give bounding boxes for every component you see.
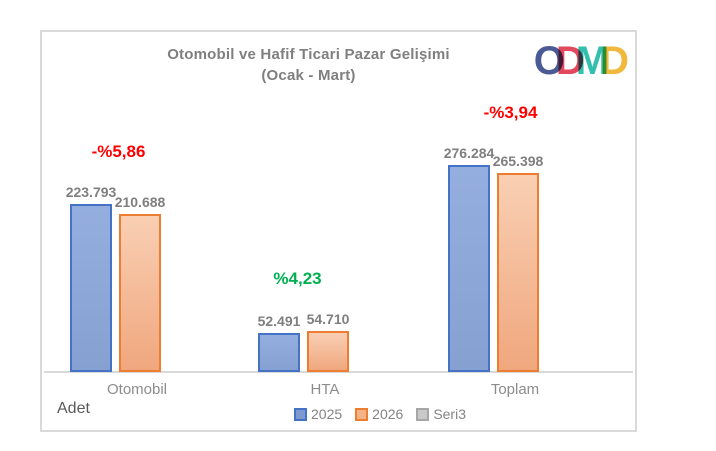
y-axis-unit-label: Adet [57, 400, 90, 417]
chart-title: Otomobil ve Hafif Ticari Pazar Gelişimi … [72, 44, 545, 86]
legend-marker-2026-icon [355, 407, 369, 421]
category-label-otomobil: Otomobil [106, 381, 168, 398]
legend-label-2026: 2026 [372, 406, 404, 422]
change-label-toplam: -%3,94 [483, 103, 538, 122]
change-label-hta: %4,23 [273, 269, 322, 288]
chart-title-line2: (Ocak - Mart) [261, 67, 356, 84]
legend-label-2025: 2025 [311, 406, 343, 422]
legend-marker-2025-icon [294, 407, 307, 421]
logo-letter-d1: D [555, 39, 585, 83]
bar-2026-otomobil [119, 214, 161, 372]
change-label-otomobil: -%5,86 [91, 142, 146, 161]
legend-item-seri3: Seri3 [416, 406, 466, 422]
logo-letter-m: M [575, 39, 609, 83]
category-label-toplam: Toplam [490, 381, 540, 398]
chart-title-line1: Otomobil ve Hafif Ticari Pazar Gelişimi [167, 46, 450, 63]
odmd-logo: ODMD [534, 41, 629, 81]
chart-card: Otomobil ve Hafif Ticari Pazar Gelişimi … [40, 30, 637, 432]
category-label-hta: HTA [310, 381, 340, 398]
x-axis-line [44, 371, 633, 373]
bar-2026-toplam [497, 173, 539, 372]
legend: 2025 2026 Seri3 [294, 406, 466, 422]
value-label-2026-otomobil: 210.688 [114, 194, 166, 210]
value-label-2025-otomobil: 223.793 [65, 184, 117, 200]
bar-2025-otomobil [70, 204, 112, 372]
legend-item-2025: 2025 [294, 406, 342, 422]
chart-area: Otomobil ve Hafif Ticari Pazar Gelişimi … [42, 32, 635, 430]
legend-marker-seri3-icon [416, 407, 430, 421]
value-label-2025-toplam: 276.284 [443, 145, 495, 161]
legend-item-2026: 2026 [355, 406, 403, 422]
value-label-2025-hta: 52.491 [257, 313, 301, 329]
bar-2025-hta [258, 333, 300, 372]
legend-label-seri3: Seri3 [433, 406, 466, 422]
value-label-2026-toplam: 265.398 [492, 153, 544, 169]
bar-2026-hta [307, 331, 349, 372]
value-label-2026-hta: 54.710 [306, 311, 350, 327]
logo-letter-o: O [533, 39, 565, 83]
logo-letter-d2: D [600, 39, 629, 83]
bar-2025-toplam [448, 165, 490, 372]
